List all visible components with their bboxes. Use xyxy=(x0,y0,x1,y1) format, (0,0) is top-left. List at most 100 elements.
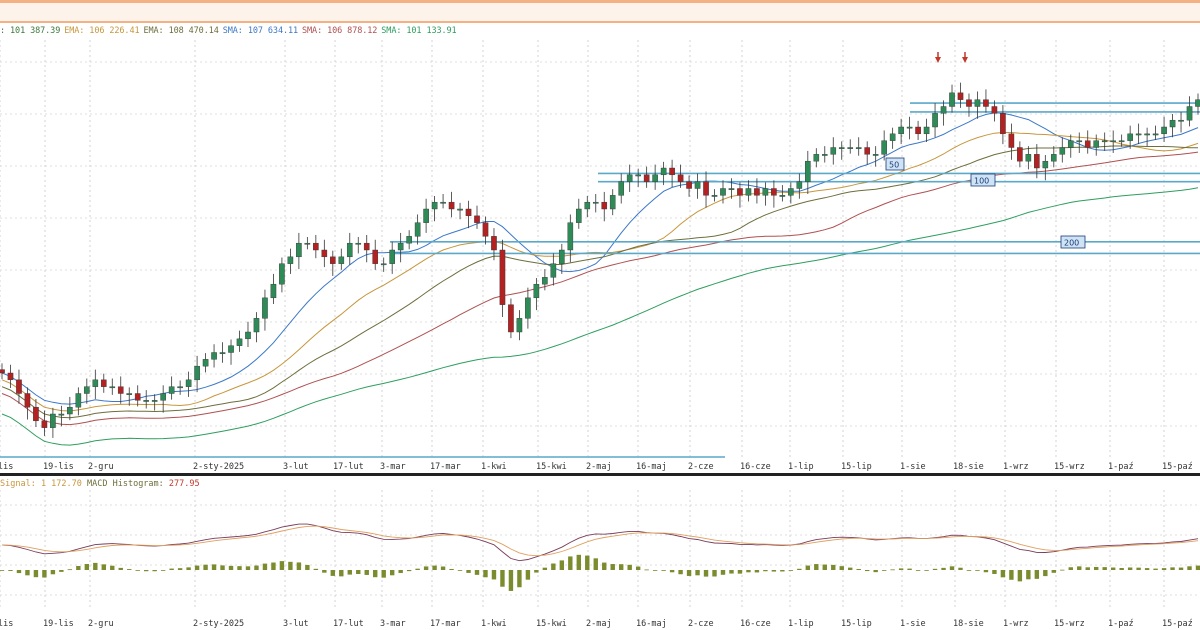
macd-hist-bar xyxy=(118,567,123,570)
candle-up xyxy=(559,249,565,264)
candle-up xyxy=(406,236,412,244)
macd-hist-bar xyxy=(1068,567,1073,570)
macd-x-tick-label: 1-sie xyxy=(900,619,926,629)
x-tick-label: 16-maj xyxy=(636,462,667,472)
legend-item: EMA: 108 470.14 xyxy=(143,26,219,36)
macd-hist-value: 277.95 xyxy=(168,479,200,489)
macd-hist-bar xyxy=(797,568,802,570)
macd-hist-bar xyxy=(610,564,615,570)
macd-hist-bar xyxy=(661,570,666,571)
macd-hist-bar xyxy=(322,570,327,573)
level-tag xyxy=(1060,235,1086,249)
candle-down xyxy=(508,304,514,333)
macd-hist-bar xyxy=(1153,568,1158,570)
macd-hist-bar xyxy=(42,570,47,578)
candle-up xyxy=(279,263,285,285)
x-tick-label: 3-lut xyxy=(283,462,309,472)
macd-hist-bar xyxy=(754,570,760,573)
candle-down xyxy=(16,379,22,394)
candle-up xyxy=(126,393,133,395)
x-tick-label: 15-kwi xyxy=(536,462,567,472)
candle-down xyxy=(474,215,480,223)
macd-x-tick-label: 1-lip xyxy=(788,619,814,629)
candle-down xyxy=(677,174,684,182)
ema-line xyxy=(1,132,1199,412)
candle-down xyxy=(754,188,760,196)
candle-up xyxy=(1169,119,1176,128)
candle-up xyxy=(626,174,633,182)
macd-hist-bar xyxy=(822,564,827,570)
macd-hist-bar xyxy=(873,570,878,573)
macd-hist-bar xyxy=(559,560,565,570)
candle-up xyxy=(898,126,904,135)
macd-hist-bar xyxy=(881,570,887,571)
candle-down xyxy=(313,242,319,251)
x-tick-label: 17-lut xyxy=(333,462,364,472)
candle-up xyxy=(50,413,56,428)
candle-up xyxy=(202,359,209,367)
candle-up xyxy=(525,297,531,319)
candle-up xyxy=(872,154,879,156)
candle-up xyxy=(694,181,701,189)
candle-down xyxy=(686,181,692,189)
macd-hist-label: MACD Histogram: xyxy=(87,479,164,489)
candle-up xyxy=(575,208,582,223)
macd-hist-bar xyxy=(915,570,921,571)
macd-hist-bar xyxy=(780,570,785,572)
macd-hist-bar xyxy=(228,565,234,570)
macd-hist-bar xyxy=(1060,569,1065,571)
candle-up xyxy=(830,147,837,155)
candle-up xyxy=(1025,154,1032,162)
down-arrow-icon xyxy=(962,57,968,63)
macd-hist-bar xyxy=(84,563,90,570)
macd-hist-bar xyxy=(373,570,378,578)
toolbar-strip xyxy=(0,3,1200,23)
macd-x-tick-label: 15-kwi xyxy=(536,619,567,629)
macd-hist-bar xyxy=(585,555,590,570)
macd-x-tick-label: 2-cze xyxy=(688,619,714,629)
macd-hist-bar xyxy=(542,567,548,570)
macd-hist-bar xyxy=(1110,567,1116,570)
candle-up xyxy=(75,393,82,408)
macd-hist-bar xyxy=(712,570,717,577)
candle-down xyxy=(737,188,743,196)
candle-up xyxy=(584,201,591,210)
macd-hist-bar xyxy=(356,570,361,575)
macd-hist-bar xyxy=(415,568,420,570)
candle-down xyxy=(1008,133,1015,148)
candle-up xyxy=(160,393,166,401)
candle-up xyxy=(720,188,726,196)
macd-x-tick-label: 16-cze xyxy=(740,619,771,629)
macd-hist-bar xyxy=(720,570,726,575)
candle-up xyxy=(1118,140,1125,143)
x-tick-label: 15-wrz xyxy=(1054,462,1085,472)
candle-up xyxy=(253,318,260,333)
candle-up xyxy=(1067,140,1074,148)
macd-hist-bar xyxy=(856,568,861,570)
candle-up xyxy=(932,113,938,128)
macd-hist-bar xyxy=(1161,568,1167,570)
macd-hist-bar xyxy=(788,570,794,571)
macd-hist-bar xyxy=(169,568,174,570)
level-tag-label: 50 xyxy=(889,161,899,170)
candle-up xyxy=(618,181,625,196)
legend-item: : 101 387.39 xyxy=(0,26,61,36)
macd-hist-bar xyxy=(194,565,200,570)
macd-hist-bar xyxy=(152,570,157,572)
candle-up xyxy=(423,208,429,223)
macd-hist-bar xyxy=(1009,570,1014,580)
sma-100-line xyxy=(1,151,1199,426)
candle-up xyxy=(84,386,90,394)
x-tick-label: 2-maj xyxy=(586,462,612,472)
macd-legend: Signal: 1 172.70 MACD Histogram: 277.95 xyxy=(0,479,200,489)
x-tick-label: 18-sie xyxy=(953,462,984,472)
candle-up xyxy=(1161,126,1167,135)
macd-hist-bar xyxy=(279,561,285,570)
macd-hist-bar xyxy=(992,570,997,574)
candle-up xyxy=(855,147,862,149)
macd-hist-bar xyxy=(1034,570,1040,579)
panel-divider[interactable] xyxy=(0,473,1200,476)
price-chart: lis 19-lis 2-gru 2-sty-2025 3-lut 17-lut 3-mar… xyxy=(0,40,1200,472)
candle-up xyxy=(143,400,149,402)
x-tick-label: 15-paź xyxy=(1162,462,1193,472)
